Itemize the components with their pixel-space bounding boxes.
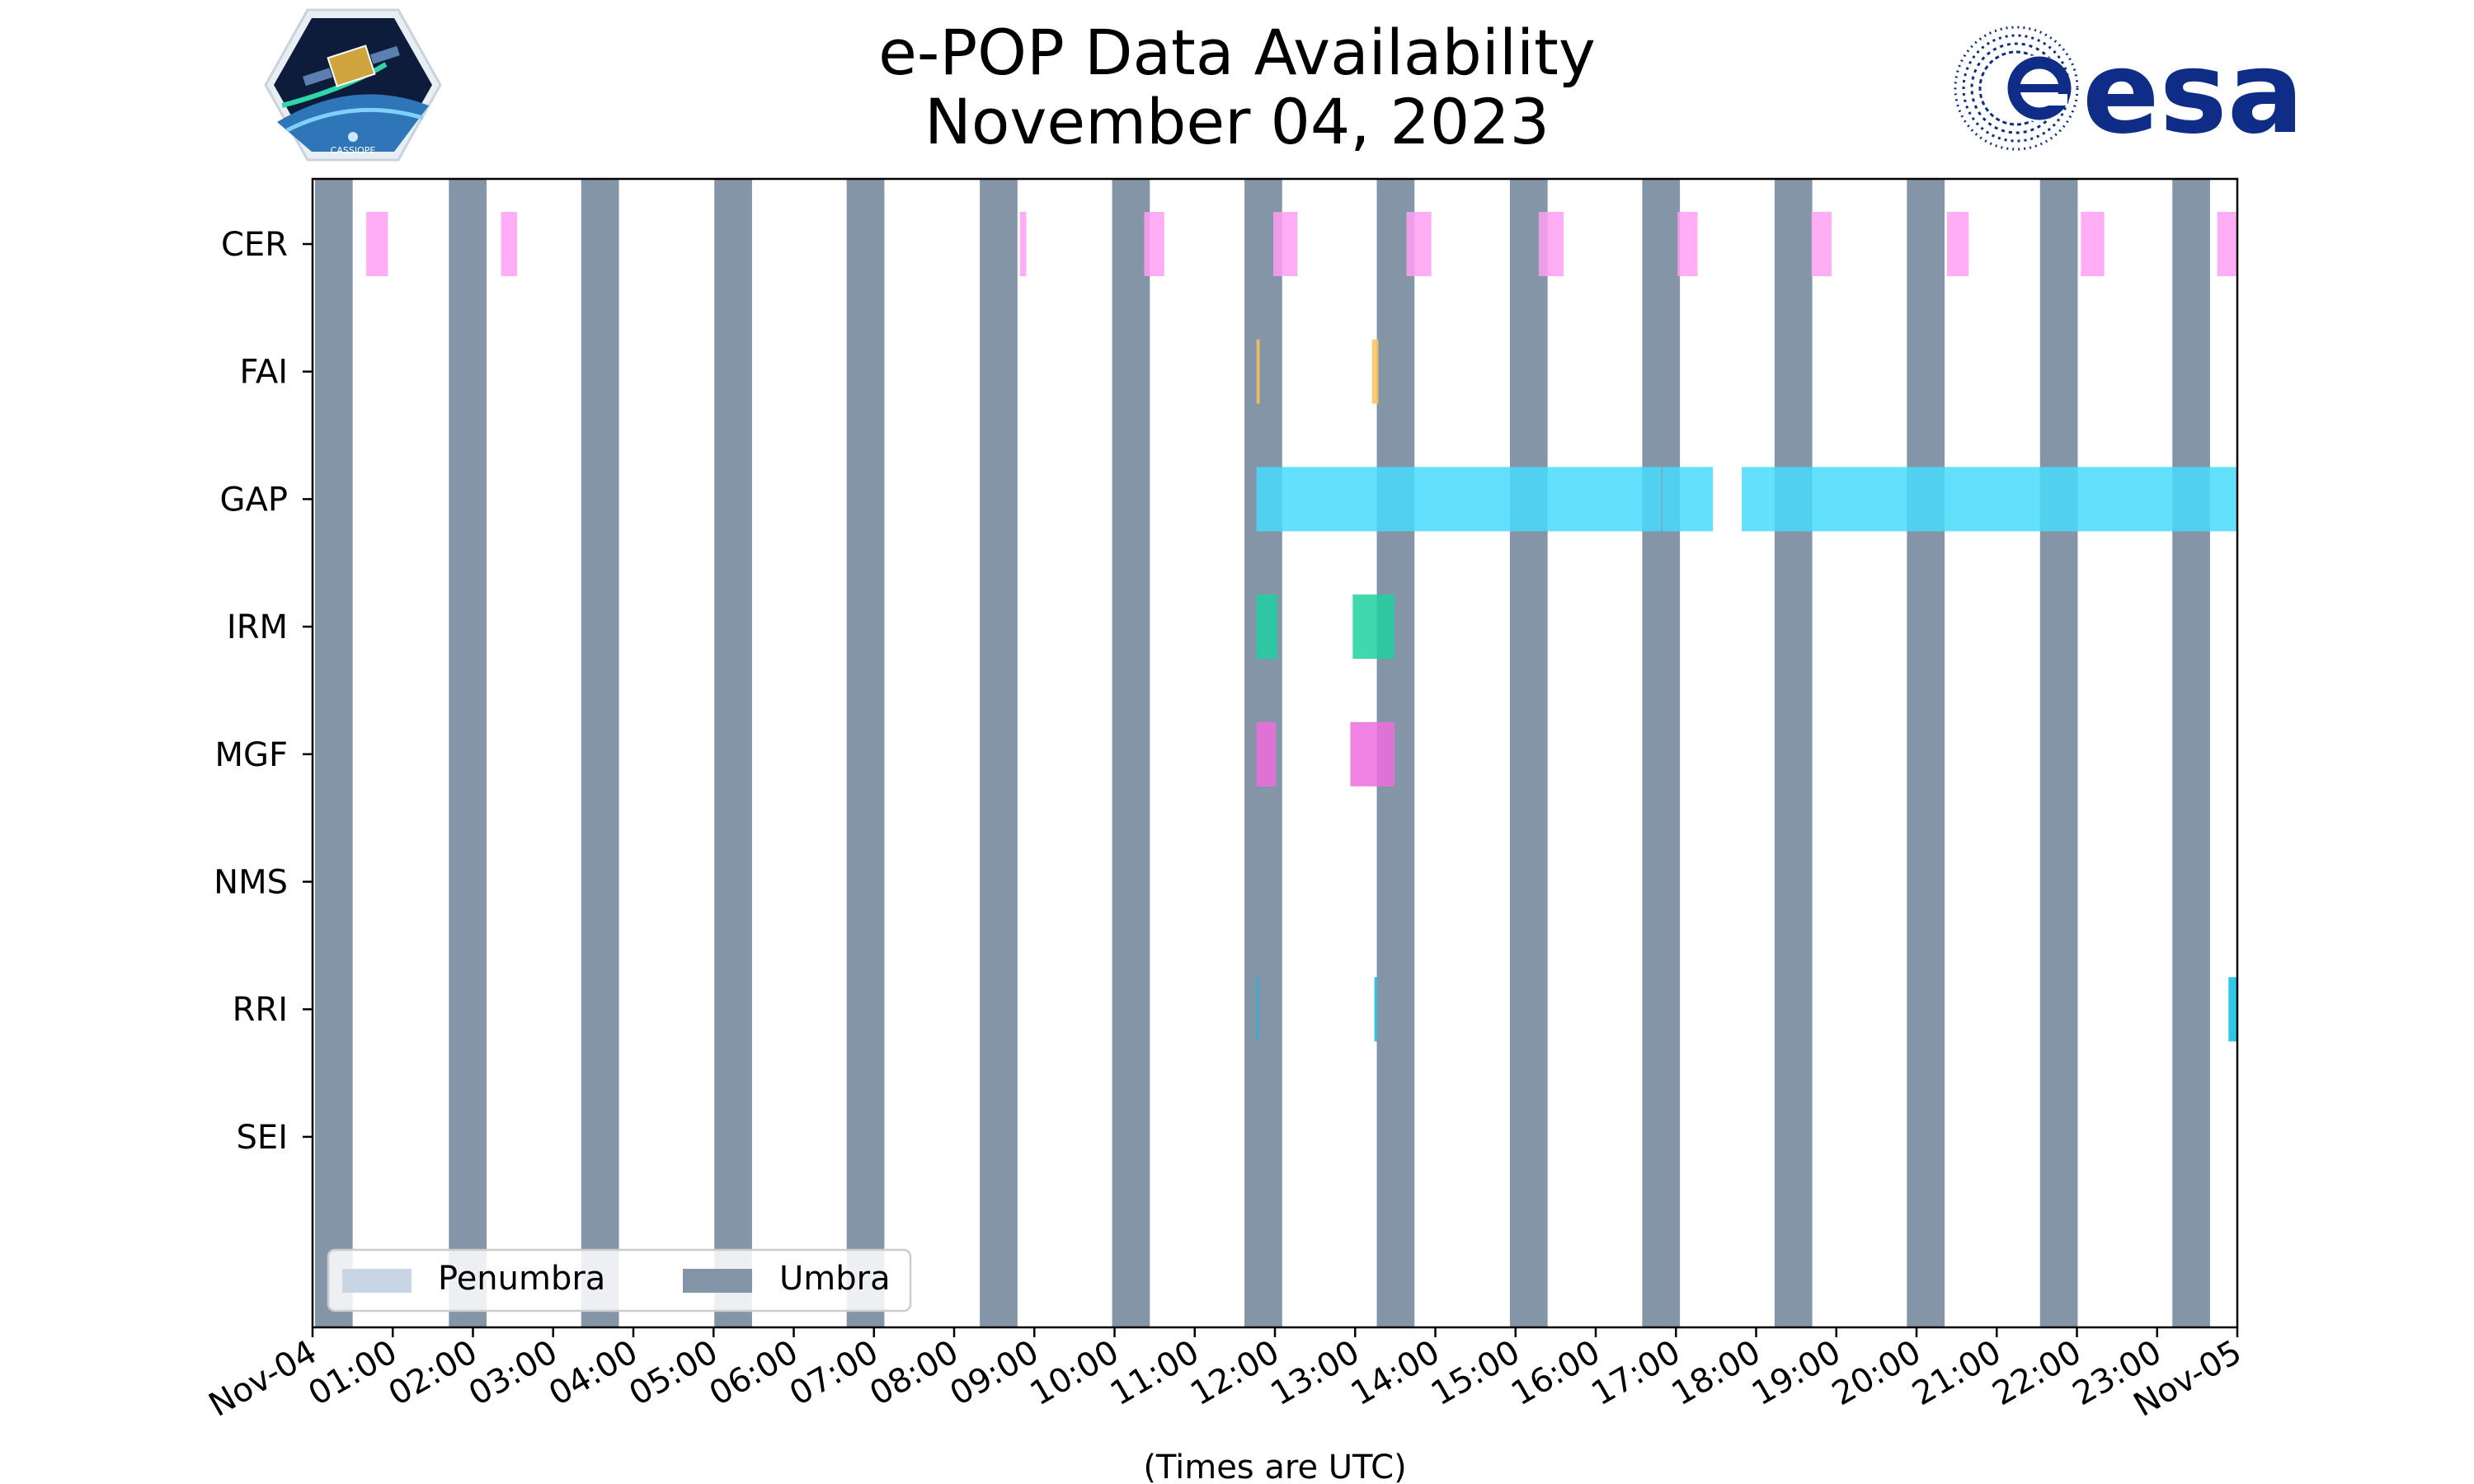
- legend: Penumbra Umbra: [327, 1248, 912, 1313]
- availability-bar-rri: [1374, 977, 1377, 1042]
- availability-bar-cer: [2081, 212, 2105, 276]
- legend-box: [327, 1248, 912, 1313]
- x-tick-label: 14:00: [1345, 1333, 1446, 1413]
- y-tick-label: GAP: [220, 481, 288, 519]
- availability-bar-cer: [1538, 212, 1564, 276]
- chart-title: e-POP Data Availability November 04, 202…: [0, 18, 2474, 157]
- umbra-band: [314, 179, 353, 1327]
- x-tick-label: 16:00: [1505, 1333, 1606, 1413]
- legend-label-penumbra: Penumbra: [438, 1260, 605, 1298]
- x-tick-label: 19:00: [1746, 1333, 1847, 1413]
- umbra-band: [1774, 179, 1813, 1327]
- x-tick-label: 11:00: [1104, 1333, 1206, 1413]
- y-tick-label: MGF: [214, 736, 288, 774]
- esa-logo-text: esa: [2082, 26, 2304, 159]
- umbra-band: [1642, 179, 1681, 1327]
- x-tick-label: 07:00: [783, 1333, 885, 1413]
- legend-label-umbra: Umbra: [779, 1260, 891, 1298]
- availability-bar-cer: [1946, 212, 1969, 276]
- availability-bar-gap: [1662, 467, 1713, 532]
- availability-bar-cer: [1406, 212, 1432, 276]
- x-tick-label: 09:00: [943, 1333, 1045, 1413]
- availability-bar-mgf: [1350, 721, 1395, 787]
- y-axis: CER FAI GAP IRM MGF NMS RRI SEI: [214, 226, 313, 1157]
- y-tick-label: SEI: [237, 1119, 288, 1157]
- x-axis-label: (Times are UTC): [1143, 1449, 1406, 1484]
- y-tick-label: FAI: [240, 354, 289, 392]
- availability-bar-cer: [1811, 212, 1832, 276]
- x-tick-label: 12:00: [1184, 1333, 1286, 1413]
- umbra-band: [1509, 179, 1548, 1327]
- x-tick-label: 13:00: [1264, 1333, 1366, 1413]
- availability-bar-cer: [366, 212, 388, 276]
- umbra-band: [1907, 179, 1945, 1327]
- availability-bar-irm: [1352, 594, 1395, 660]
- availability-bar-rri: [1256, 977, 1258, 1042]
- umbra-band: [2172, 179, 2210, 1327]
- umbra-band: [1112, 179, 1150, 1327]
- cassiope-logo-text: CASSIOPE: [331, 145, 376, 156]
- x-tick-label: 20:00: [1826, 1333, 1927, 1413]
- availability-bar-fai: [1371, 339, 1379, 404]
- x-tick-label: 04:00: [543, 1333, 644, 1413]
- x-tick-label: 21:00: [1906, 1333, 2007, 1413]
- availability-bar-cer: [1019, 212, 1027, 276]
- availability-bar-gap: [1256, 467, 1662, 532]
- instrument-availability-bars: [366, 212, 2237, 1042]
- cassiope-mission-logo: CASSIOPE: [264, 8, 442, 162]
- umbra-band: [2039, 179, 2078, 1327]
- umbra-band: [714, 179, 752, 1327]
- x-tick-label: 17:00: [1585, 1333, 1686, 1413]
- availability-bar-gap: [1741, 467, 2237, 532]
- y-tick-label: NMS: [214, 864, 288, 902]
- availability-bar-fai: [1256, 339, 1260, 404]
- y-tick-label: IRM: [227, 608, 288, 646]
- availability-bar-cer: [1677, 212, 1698, 276]
- y-tick-label: RRI: [233, 991, 288, 1029]
- availability-bar-cer: [2217, 212, 2237, 276]
- availability-bar-mgf: [1256, 721, 1276, 787]
- x-tick-label: 03:00: [463, 1333, 564, 1413]
- chart-title-line-2: November 04, 2023: [924, 85, 1550, 158]
- legend-swatch-penumbra: [342, 1269, 412, 1293]
- x-tick-label: 08:00: [863, 1333, 965, 1413]
- x-tick-label: 05:00: [623, 1333, 724, 1413]
- availability-bar-rri: [2228, 977, 2237, 1042]
- availability-bar-cer: [501, 212, 517, 276]
- availability-bar-cer: [1144, 212, 1164, 276]
- chart-title-line-1: e-POP Data Availability: [878, 16, 1596, 89]
- legend-swatch-umbra: [683, 1269, 752, 1293]
- x-tick-label: 18:00: [1666, 1333, 1767, 1413]
- umbra-band: [449, 179, 487, 1327]
- x-tick-label: 22:00: [1987, 1333, 2088, 1413]
- y-tick-label: CER: [221, 226, 288, 264]
- x-tick-label: 01:00: [302, 1333, 403, 1413]
- x-tick-label: 06:00: [703, 1333, 805, 1413]
- umbra-band: [846, 179, 885, 1327]
- availability-bar-cer: [1273, 212, 1298, 276]
- x-tick-label: 15:00: [1425, 1333, 1526, 1413]
- availability-bar-irm: [1256, 594, 1277, 660]
- umbra-band: [980, 179, 1018, 1327]
- esa-logo: esa: [1954, 26, 2304, 159]
- x-tick-label: 10:00: [1024, 1333, 1126, 1413]
- x-axis: Nov-0401:0002:0003:0004:0005:0006:0007:0…: [203, 1327, 2248, 1425]
- umbra-band: [581, 179, 619, 1327]
- x-tick-label: 02:00: [383, 1333, 484, 1413]
